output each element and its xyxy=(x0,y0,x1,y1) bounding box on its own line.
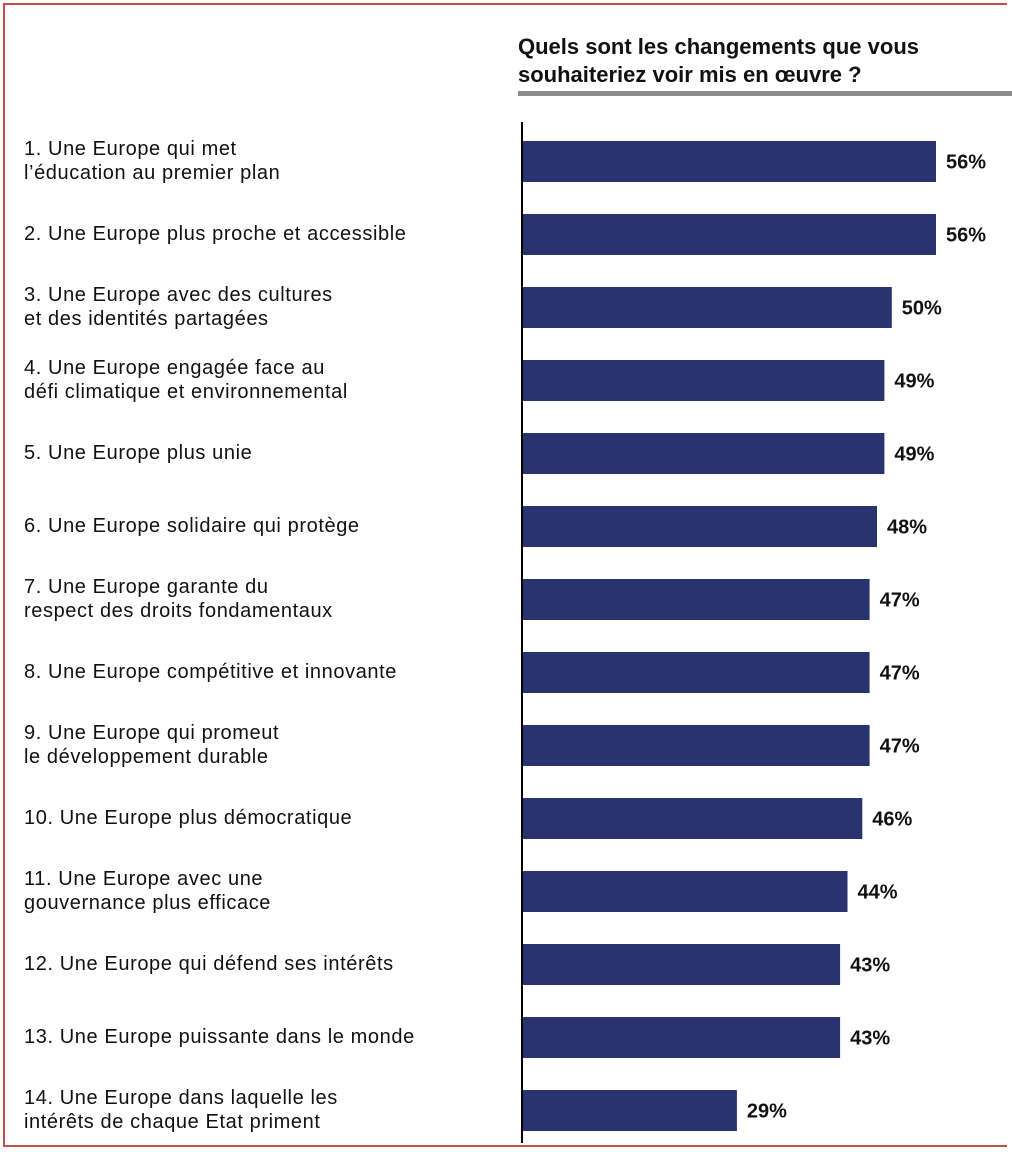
bar xyxy=(523,725,870,766)
title-underline xyxy=(518,91,1012,96)
bar xyxy=(523,506,877,547)
bar-value-label: 47% xyxy=(880,736,920,758)
bar-value-label: 43% xyxy=(850,1028,890,1050)
bar-value-label: 47% xyxy=(880,590,920,612)
category-label: 6. Une Europe solidaire qui protège xyxy=(24,514,360,537)
category-label: 14. Une Europe dans laquelle les intérêt… xyxy=(24,1086,338,1133)
bar-value-label: 29% xyxy=(747,1101,787,1123)
bar-value-label: 56% xyxy=(946,225,986,247)
bar xyxy=(523,214,936,255)
bar-value-label: 56% xyxy=(946,152,986,174)
chart-title: Quels sont les changements que vous souh… xyxy=(518,34,919,87)
bar xyxy=(523,798,863,839)
bar xyxy=(523,579,870,620)
bar xyxy=(523,871,848,912)
bar xyxy=(523,287,892,328)
category-label: 3. Une Europe avec des cultures et des i… xyxy=(24,283,333,330)
bar xyxy=(523,944,841,985)
category-label: 8. Une Europe compétitive et innovante xyxy=(24,660,398,683)
chart-frame xyxy=(3,3,1007,1147)
category-label: 1. Une Europe qui met l’éducation au pre… xyxy=(24,137,281,184)
category-label: 5. Une Europe plus unie xyxy=(24,441,253,464)
bar-value-label: 43% xyxy=(850,955,890,977)
bar xyxy=(523,433,885,474)
bar xyxy=(523,141,936,182)
category-label: 7. Une Europe garante du respect des dro… xyxy=(24,575,333,622)
bar-value-label: 49% xyxy=(894,444,934,466)
bar-value-label: 49% xyxy=(894,371,934,393)
category-label: 9. Une Europe qui promeut le développeme… xyxy=(24,721,280,768)
category-label: 4. Une Europe engagée face au défi clima… xyxy=(24,356,348,403)
category-label: 2. Une Europe plus proche et accessible xyxy=(24,222,407,245)
category-label: 11. Une Europe avec une gouvernance plus… xyxy=(24,867,272,914)
bar xyxy=(523,1017,841,1058)
bar-value-label: 48% xyxy=(887,517,927,539)
bar xyxy=(523,652,870,693)
category-label: 13. Une Europe puissante dans le monde xyxy=(24,1025,415,1048)
bar-value-label: 46% xyxy=(872,809,912,831)
category-label: 12. Une Europe qui défend ses intérêts xyxy=(24,952,394,975)
category-label: 10. Une Europe plus démocratique xyxy=(24,806,353,829)
bar-value-label: 47% xyxy=(880,663,920,685)
bar-value-label: 44% xyxy=(858,882,898,904)
bar xyxy=(523,360,885,401)
bar-value-label: 50% xyxy=(902,298,942,320)
bar xyxy=(523,1090,737,1131)
